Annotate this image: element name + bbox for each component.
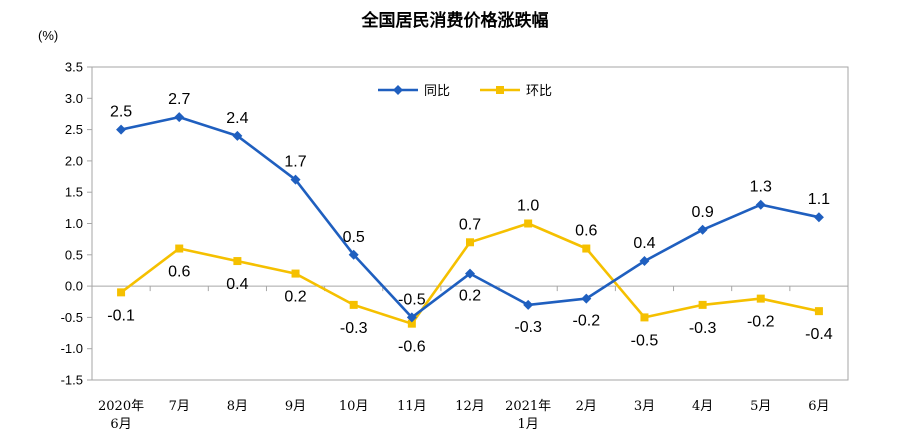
data-point <box>117 288 126 297</box>
data-point <box>232 130 243 141</box>
y-tick-label: -0.5 <box>61 310 83 325</box>
x-axis: 2020年 6月 7月 8月 9月 10月 11月 12月 2021年 1月 2月 3月 4月 5月 6月 <box>91 286 849 432</box>
data-label: 1.7 <box>284 154 306 171</box>
data-label: -0.1 <box>107 307 135 324</box>
data-label: -0.5 <box>631 332 659 349</box>
x-tick-label: 2020年 <box>98 399 144 414</box>
y-tick-label: 2.5 <box>65 122 83 137</box>
y-tick-label: 3.0 <box>65 91 83 106</box>
data-point <box>523 299 534 310</box>
data-point <box>640 313 649 322</box>
data-label: 1.1 <box>808 191 830 208</box>
x-tick-label: 6月 <box>808 399 829 414</box>
y-tick-label: 2.0 <box>65 153 83 168</box>
data-point <box>174 112 185 123</box>
data-label: 0.4 <box>633 235 655 252</box>
data-label: 0.4 <box>226 276 248 293</box>
series-layer: 2.5 2.7 2.4 1.7 0.5 -0.5 0.2 -0.3 -0.2 0.4 0.9 1.3 1… <box>107 91 833 356</box>
y-axis-unit: (%) <box>38 28 58 43</box>
data-point <box>698 300 707 309</box>
y-tick-label: 1.0 <box>65 216 83 231</box>
data-point <box>175 244 184 253</box>
legend-marker <box>393 85 403 95</box>
data-point <box>581 293 592 304</box>
data-point <box>524 219 533 228</box>
data-label: 0.9 <box>691 204 713 221</box>
legend-item: 同比 <box>378 84 450 99</box>
data-point <box>639 256 650 267</box>
data-point <box>582 244 591 253</box>
data-label: 0.6 <box>575 223 597 240</box>
data-point <box>465 268 475 279</box>
data-point <box>813 212 824 223</box>
y-tick-label: -1.5 <box>61 373 83 388</box>
data-point <box>466 238 474 247</box>
data-point <box>756 294 765 303</box>
data-label: -0.3 <box>340 320 368 337</box>
x-tick-label: 1月 <box>518 417 539 432</box>
data-label: 2.7 <box>168 91 190 108</box>
series-mom <box>117 219 823 328</box>
data-point <box>755 199 766 210</box>
x-tick-label: 5月 <box>750 399 771 414</box>
x-tick-label: 10月 <box>339 399 369 414</box>
data-label: 2.4 <box>226 110 248 127</box>
data-point <box>406 312 417 323</box>
data-point <box>349 300 358 309</box>
series-yoy <box>116 112 824 323</box>
data-label: 0.2 <box>284 289 306 306</box>
data-point <box>814 307 823 316</box>
data-label: 0.2 <box>459 288 481 305</box>
chart-title: 全国居民消费价格涨跌幅 <box>361 10 549 31</box>
data-label: -0.4 <box>805 326 833 343</box>
data-label: -0.6 <box>398 339 426 356</box>
y-tick-label: 0.5 <box>65 247 83 262</box>
x-tick-label: 4月 <box>692 399 713 414</box>
legend-marker <box>496 86 504 94</box>
data-point <box>116 124 127 135</box>
data-label: 1.3 <box>750 179 772 196</box>
data-label: -0.3 <box>689 320 717 337</box>
data-label: 0.6 <box>168 264 190 281</box>
x-tick-label: 3月 <box>634 399 655 414</box>
data-label: -0.3 <box>514 319 542 336</box>
x-tick-label: 7月 <box>169 399 190 414</box>
x-tick-label: 2月 <box>576 399 597 414</box>
data-point <box>407 319 416 328</box>
x-tick-label: 6月 <box>110 417 131 432</box>
data-label: -0.2 <box>573 313 601 330</box>
x-tick-label: 2021年 <box>505 399 551 414</box>
data-point <box>233 257 242 266</box>
data-point <box>291 269 300 278</box>
data-point <box>697 224 708 235</box>
data-point <box>290 174 301 185</box>
data-label: -0.2 <box>747 314 775 331</box>
legend-label: 同比 <box>424 84 450 99</box>
data-point <box>348 249 359 260</box>
y-tick-label: 1.5 <box>65 185 83 200</box>
data-label: 1.0 <box>517 198 539 215</box>
x-tick-label: 8月 <box>227 399 248 414</box>
data-label: -0.5 <box>398 291 426 308</box>
data-label: 2.5 <box>110 104 132 121</box>
y-tick-label: 0.0 <box>65 279 83 294</box>
data-label: 0.7 <box>459 216 481 233</box>
legend-label: 环比 <box>526 84 552 99</box>
y-tick-label: -1.0 <box>61 341 83 356</box>
data-label: 0.5 <box>343 229 365 246</box>
legend: 同比 环比 <box>378 84 552 99</box>
x-tick-label: 12月 <box>455 399 485 414</box>
y-axis: 3.5 3.0 2.5 2.0 1.5 1.0 0.5 0.0 -0.5 -1.0 -1.5 <box>61 60 92 388</box>
y-tick-label: 3.5 <box>65 60 83 75</box>
x-tick-label: 11月 <box>397 399 427 414</box>
x-tick-label: 9月 <box>285 399 306 414</box>
legend-item: 环比 <box>480 84 552 99</box>
